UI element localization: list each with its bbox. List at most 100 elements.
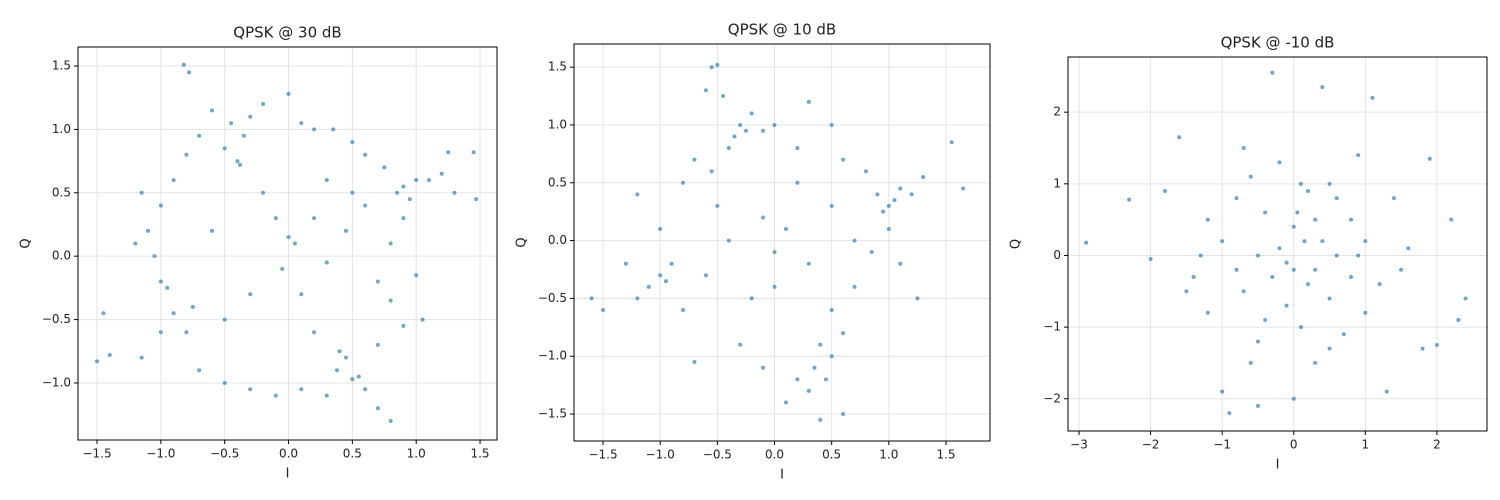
point [1263, 210, 1268, 215]
x-tick-label: 1 [1362, 438, 1370, 452]
point [1463, 296, 1468, 301]
point [1313, 217, 1318, 222]
point [471, 150, 476, 155]
point [343, 355, 348, 360]
point [715, 62, 720, 67]
point [420, 317, 425, 322]
x-tick-label: 0.0 [279, 447, 298, 461]
point [669, 261, 674, 266]
y-tick-label: −1 [1043, 320, 1061, 334]
point [829, 307, 834, 312]
subplot-title: QPSK @ 10 dB [728, 21, 836, 39]
point [1349, 217, 1354, 222]
point [1291, 224, 1296, 229]
point [388, 241, 393, 246]
point [280, 266, 285, 271]
x-tick-label: −2 [1142, 438, 1160, 452]
point [1327, 346, 1332, 351]
point [1434, 343, 1439, 348]
point [732, 134, 737, 139]
x-tick-label: 1.0 [407, 447, 426, 461]
y-tick-label: 0.5 [548, 175, 567, 189]
point [806, 388, 811, 393]
point [1313, 267, 1318, 272]
x-tick-label: −1.5 [82, 447, 111, 461]
point [1277, 246, 1282, 251]
point [286, 91, 291, 96]
axes-frame [1067, 56, 1488, 432]
point [589, 296, 594, 301]
y-tick-label: 0 [1053, 248, 1061, 262]
axes-frame [573, 43, 991, 442]
point [772, 122, 777, 127]
point [961, 186, 966, 191]
point [158, 330, 163, 335]
point [1334, 196, 1339, 201]
point [350, 190, 355, 195]
point [375, 406, 380, 411]
point [841, 412, 846, 417]
point [209, 108, 214, 113]
subplot: −3 −2 −1 0 1 2 −2 −1 0 1 2 QPSK @ -10 dB I Q [1009, 34, 1488, 473]
point [1227, 411, 1232, 416]
y-tick-label: 1.0 [548, 117, 567, 131]
point [1370, 95, 1375, 100]
point [343, 228, 348, 233]
x-tick-label: 1.5 [936, 448, 955, 462]
point [829, 354, 834, 359]
point [139, 355, 144, 360]
point [1270, 70, 1275, 75]
point [635, 296, 640, 301]
x-axis-label: I [1276, 458, 1280, 473]
point [286, 235, 291, 240]
point [375, 342, 380, 347]
point [414, 178, 419, 183]
x-tick-label: 0.0 [765, 448, 784, 462]
point [1320, 239, 1325, 244]
point [395, 190, 400, 195]
point [238, 162, 243, 167]
point [133, 241, 138, 246]
point [1399, 267, 1404, 272]
subplot-title: QPSK @ -10 dB [1221, 34, 1335, 52]
point [663, 279, 668, 284]
x-axis-label: I [780, 468, 784, 483]
point [1320, 85, 1325, 90]
point [1356, 253, 1361, 258]
point [1255, 339, 1260, 344]
point [1291, 396, 1296, 401]
point [635, 192, 640, 197]
x-axis-label: I [286, 467, 290, 482]
point [1384, 389, 1389, 394]
x-tick-label: 0 [1290, 438, 1298, 452]
point [388, 298, 393, 303]
point [812, 365, 817, 370]
point [1306, 188, 1311, 193]
point [273, 393, 278, 398]
point [681, 180, 686, 185]
point [892, 198, 897, 203]
point [1306, 282, 1311, 287]
point [1148, 257, 1153, 262]
point [401, 323, 406, 328]
point [761, 365, 766, 370]
point [1220, 239, 1225, 244]
point [1270, 274, 1275, 279]
point [1241, 145, 1246, 150]
point [186, 70, 191, 75]
point [703, 273, 708, 278]
y-tick-label: 0.5 [52, 185, 71, 199]
point [1313, 360, 1318, 365]
point [795, 180, 800, 185]
point [875, 192, 880, 197]
point [898, 261, 903, 266]
point [1255, 253, 1260, 258]
point [1356, 153, 1361, 158]
point [1234, 196, 1239, 201]
point [260, 102, 265, 107]
point [1291, 267, 1296, 272]
point [452, 190, 457, 195]
point [761, 128, 766, 133]
point [165, 285, 170, 290]
